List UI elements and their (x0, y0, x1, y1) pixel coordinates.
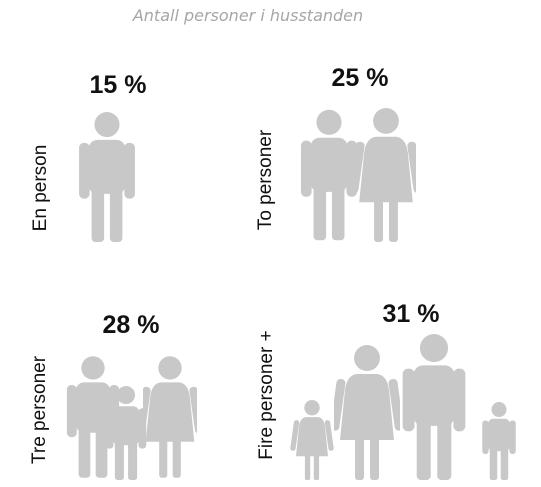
label: Fire personer + (256, 330, 277, 459)
person-icon (356, 108, 416, 242)
percent: 25 % (332, 64, 389, 92)
person-icon (334, 345, 400, 480)
person-icon (79, 112, 135, 242)
person-icon (290, 400, 334, 480)
percent: 31 % (383, 300, 440, 328)
person-icon (482, 402, 516, 480)
percent: 28 % (103, 311, 160, 339)
label: En person (30, 145, 51, 232)
label: Tre personer (29, 355, 50, 464)
person-icon (402, 334, 466, 480)
person-icon (300, 109, 358, 241)
label: To personer (255, 129, 276, 230)
percent: 15 % (90, 71, 147, 99)
person-icon (143, 356, 197, 478)
title: Antall personer i husstanden (132, 6, 363, 25)
